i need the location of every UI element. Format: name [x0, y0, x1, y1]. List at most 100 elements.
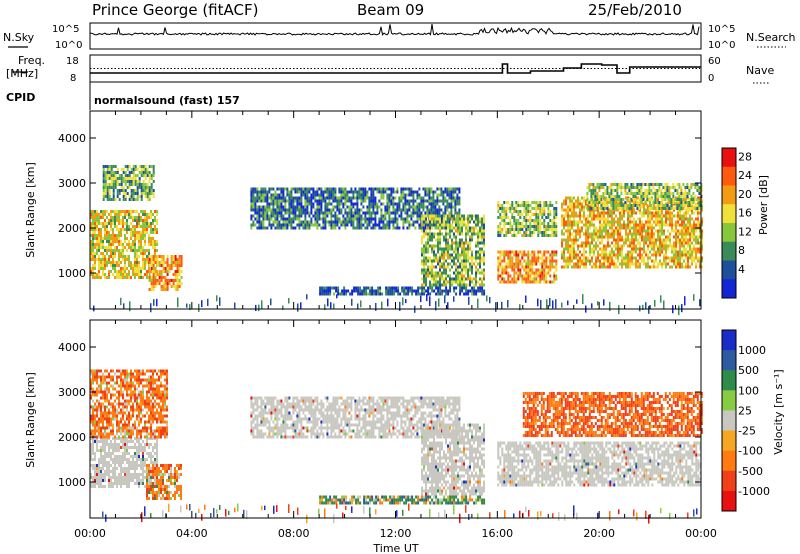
heatmap-cell	[519, 271, 522, 275]
heatmap-cell	[128, 180, 131, 183]
heatmap-cell	[567, 241, 569, 245]
heatmap-cell	[615, 253, 617, 257]
heatmap-cell	[685, 226, 687, 230]
heatmap-cell	[471, 253, 473, 257]
heatmap-cell	[447, 223, 449, 227]
heatmap-cell	[388, 208, 391, 212]
heatmap-cell	[327, 292, 330, 296]
heatmap-cell	[631, 256, 633, 260]
heatmap-cell	[294, 196, 297, 200]
heatmap-cell	[351, 289, 354, 293]
heatmap-cell	[144, 216, 146, 219]
heatmap-cell	[602, 186, 605, 189]
heatmap-cell	[128, 240, 130, 243]
heatmap-cell	[447, 250, 449, 254]
heatmap-cell	[372, 202, 375, 206]
heatmap-cell	[408, 193, 411, 197]
heatmap-cell	[653, 247, 655, 251]
heatmap-cell	[455, 217, 457, 221]
heatmap-cell	[473, 289, 476, 293]
heatmap-cell	[148, 288, 151, 291]
heatmap-cell	[132, 234, 134, 237]
heatmap-cell	[620, 201, 623, 204]
heatmap-cell	[619, 253, 621, 257]
heatmap-cell	[108, 198, 111, 201]
heatmap-cell	[90, 228, 92, 231]
heatmap-cell	[124, 234, 126, 237]
heatmap-cell	[140, 243, 142, 246]
heatmap-cell	[106, 249, 108, 252]
heatmap-cell	[620, 189, 623, 192]
heatmap-cell	[348, 211, 351, 215]
heatmap-cell	[98, 267, 100, 270]
heatmap-cell	[134, 177, 137, 180]
heatmap-cell	[499, 207, 502, 210]
heatmap-cell	[104, 174, 107, 177]
heatmap-cell	[537, 250, 540, 254]
heatmap-cell	[681, 265, 683, 269]
heatmap-cell	[90, 252, 92, 255]
heatmap-cell	[471, 250, 473, 254]
heatmap-cell	[647, 232, 649, 236]
heatmap-cell	[160, 276, 163, 279]
heatmap-cell	[363, 292, 366, 296]
heatmap-cell	[106, 240, 108, 243]
heatmap-cell	[134, 168, 137, 171]
heatmap-cell	[286, 226, 289, 230]
heatmap-cell	[128, 186, 131, 189]
heatmap-cell	[372, 187, 375, 191]
heatmap-cell	[667, 211, 669, 215]
heatmap-cell	[664, 186, 667, 189]
heatmap-cell	[266, 211, 269, 215]
heatmap-cell	[326, 193, 329, 197]
heatmap-cell	[406, 211, 409, 215]
heatmap-cell	[456, 199, 459, 203]
heatmap-cell	[451, 247, 453, 251]
heatmap-cell	[535, 216, 538, 219]
heatmap-cell	[679, 265, 681, 269]
heatmap-cell	[617, 238, 619, 242]
heatmap-cell	[575, 214, 577, 218]
heatmap-cell	[483, 292, 486, 296]
heatmap-cell	[699, 256, 701, 260]
heatmap-cell	[551, 280, 554, 284]
heatmap-cell	[610, 207, 613, 210]
heatmap-cell	[154, 270, 157, 273]
heatmap-cell	[533, 201, 536, 204]
heatmap-cell	[128, 195, 131, 198]
heatmap-cell	[108, 258, 110, 261]
heatmap-cell	[563, 217, 565, 221]
heatmap-cell	[586, 192, 589, 195]
heatmap-cell	[344, 208, 347, 212]
heatmap-cell	[469, 265, 471, 269]
heatmap-cell	[469, 247, 471, 251]
heatmap-cell	[334, 205, 337, 209]
heatmap-cell	[114, 216, 116, 219]
heatmap-cell	[98, 231, 100, 234]
heatmap-cell	[678, 204, 681, 207]
heatmap-cell	[529, 274, 532, 278]
heatmap-cell	[659, 217, 661, 221]
heatmap-cell	[691, 211, 693, 215]
heatmap-cell	[561, 223, 563, 227]
heatmap-cell	[453, 286, 456, 290]
heatmap-cell	[343, 289, 346, 293]
heatmap-cell	[661, 247, 663, 251]
heatmap-cell	[603, 250, 605, 254]
heatmap-cell	[667, 256, 669, 260]
heatmap-cell	[610, 201, 613, 204]
heatmap-cell	[320, 196, 323, 200]
heatmap-cell	[130, 183, 133, 186]
heatmap-cell	[587, 226, 589, 230]
heatmap-cell	[443, 268, 445, 272]
heatmap-cell	[118, 222, 120, 225]
heatmap-cell	[661, 229, 663, 233]
heatmap-cell	[431, 235, 433, 239]
heatmap-cell	[96, 234, 98, 237]
heatmap-cell	[525, 210, 528, 213]
heatmap-cell	[384, 214, 387, 218]
heatmap-cell	[685, 223, 687, 227]
heatmap-cell	[689, 235, 691, 239]
heatmap-cell	[499, 204, 502, 207]
heatmap-cell	[701, 229, 703, 233]
